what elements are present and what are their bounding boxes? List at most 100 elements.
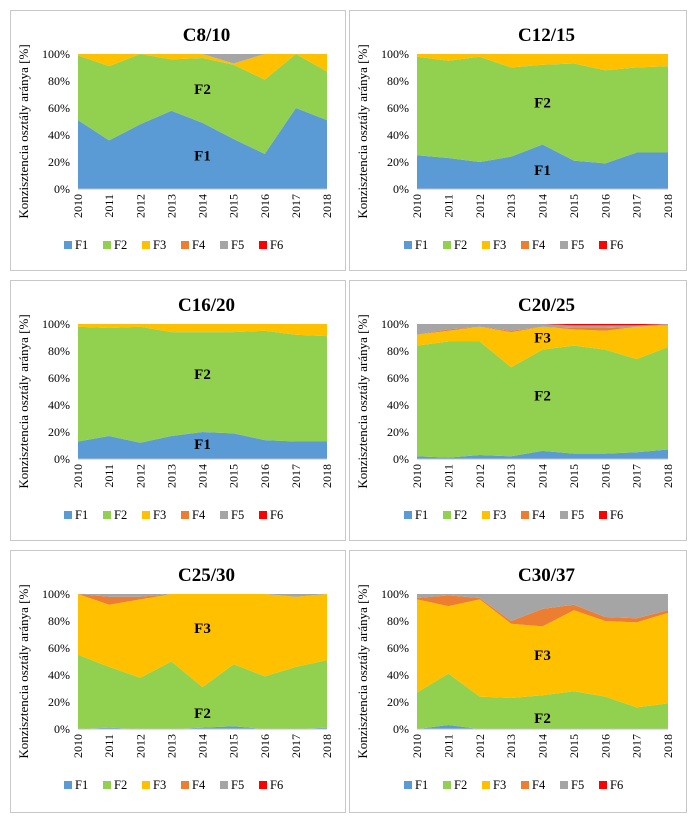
legend-swatch-f2 bbox=[103, 511, 111, 519]
x-tick-label: 2015 bbox=[567, 194, 581, 218]
legend-label: F1 bbox=[75, 238, 88, 252]
area-series-f2 bbox=[417, 56, 668, 164]
x-tick-label: 2010 bbox=[71, 464, 85, 488]
legend-swatch-f3 bbox=[482, 511, 490, 519]
legend-label: F5 bbox=[231, 508, 244, 522]
legend-label: F6 bbox=[610, 778, 623, 792]
legend-label: F1 bbox=[415, 508, 428, 522]
chart-title: C8/10 bbox=[183, 25, 231, 46]
legend-swatch-f6 bbox=[259, 241, 267, 249]
legend-swatch-f2 bbox=[103, 781, 111, 789]
legend-swatch-f4 bbox=[521, 511, 529, 519]
y-tick-label: 100% bbox=[381, 587, 409, 601]
y-axis-label: Konzisztencia osztály aránya [%] bbox=[16, 44, 31, 218]
series-annotation: F2 bbox=[534, 389, 551, 405]
area-series-f5 bbox=[417, 594, 668, 621]
legend-label: F4 bbox=[532, 238, 546, 252]
y-tick-label: 60% bbox=[387, 641, 409, 655]
legend-swatch-f4 bbox=[181, 241, 189, 249]
y-tick-label: 0% bbox=[393, 452, 409, 466]
legend: F1 F2 F3 F4 F5 F6 bbox=[404, 238, 623, 252]
y-axis-label: Konzisztencia osztály aránya [%] bbox=[355, 44, 370, 218]
y-tick-label: 80% bbox=[48, 344, 70, 358]
area-series-f2 bbox=[417, 673, 668, 729]
area-series-f1 bbox=[78, 726, 327, 729]
legend-swatch-f4 bbox=[181, 511, 189, 519]
legend-swatch-f1 bbox=[404, 511, 412, 519]
chart-title: C30/37 bbox=[518, 565, 576, 586]
legend-label: F4 bbox=[532, 778, 546, 792]
y-tick-label: 40% bbox=[48, 398, 70, 412]
y-tick-label: 20% bbox=[387, 155, 409, 169]
x-tick-label: 2012 bbox=[133, 734, 147, 758]
area-series-f3 bbox=[417, 599, 668, 708]
x-tick-label: 2010 bbox=[71, 734, 85, 758]
y-tick-label: 0% bbox=[54, 722, 70, 736]
x-tick-label: 2014 bbox=[196, 734, 210, 758]
legend-swatch-f1 bbox=[404, 781, 412, 789]
x-tick-label: 2016 bbox=[598, 734, 612, 758]
x-tick-label: 2013 bbox=[504, 464, 518, 488]
y-tick-label: 0% bbox=[54, 182, 70, 196]
y-axis-label: Konzisztencia osztály aránya [%] bbox=[355, 314, 370, 488]
x-tick-label: 2016 bbox=[598, 464, 612, 488]
series-annotation: F2 bbox=[194, 82, 211, 98]
legend-swatch-f6 bbox=[599, 241, 607, 249]
area-series-f2 bbox=[78, 654, 327, 729]
legend-label: F3 bbox=[493, 778, 506, 792]
x-tick-label: 2017 bbox=[289, 194, 303, 218]
series-annotation: F3 bbox=[194, 621, 211, 637]
legend-swatch-f1 bbox=[64, 241, 72, 249]
series-annotation: F1 bbox=[194, 437, 211, 453]
chart-panel-3: C16/20 Konzisztencia osztály aránya [%] 0%… bbox=[10, 280, 346, 541]
x-tick-label: 2011 bbox=[102, 464, 116, 488]
y-tick-label: 20% bbox=[387, 695, 409, 709]
legend-swatch-f5 bbox=[560, 241, 568, 249]
y-tick-label: 100% bbox=[381, 47, 409, 61]
legend-swatch-f2 bbox=[443, 781, 451, 789]
y-tick-label: 80% bbox=[48, 614, 70, 628]
legend: F1 F2 F3 F4 F5 F6 bbox=[404, 778, 623, 792]
legend-label: F3 bbox=[153, 238, 166, 252]
y-tick-label: 100% bbox=[42, 587, 70, 601]
series-annotation: F2 bbox=[194, 706, 211, 722]
legend-swatch-f5 bbox=[220, 781, 228, 789]
x-tick-label: 2015 bbox=[227, 734, 241, 758]
legend-label: F1 bbox=[75, 778, 88, 792]
legend-label: F5 bbox=[231, 778, 244, 792]
area-series-f3 bbox=[78, 594, 327, 688]
stacked-area-chart: C16/20 Konzisztencia osztály aránya [%] 0%… bbox=[16, 295, 334, 522]
legend-swatch-f3 bbox=[482, 781, 490, 789]
x-tick-label: 2018 bbox=[320, 194, 334, 218]
stacked-area-chart: C8/10 Konzisztencia osztály aránya [%] 0% 2… bbox=[16, 25, 334, 252]
legend-swatch-f2 bbox=[103, 241, 111, 249]
legend-label: F3 bbox=[493, 238, 506, 252]
legend-label: F5 bbox=[571, 238, 584, 252]
stacked-area-chart: C12/15 Konzisztencia osztály aránya [%] 0%… bbox=[355, 25, 675, 252]
legend-label: F3 bbox=[153, 778, 166, 792]
legend-label: F6 bbox=[270, 508, 283, 522]
x-tick-label: 2018 bbox=[661, 734, 675, 758]
legend-label: F2 bbox=[114, 238, 127, 252]
legend-label: F5 bbox=[571, 508, 584, 522]
x-tick-label: 2014 bbox=[536, 194, 550, 218]
series-annotation: F3 bbox=[534, 648, 551, 664]
x-tick-label: 2017 bbox=[289, 734, 303, 758]
legend: F1 F2 F3 F4 F5 F6 bbox=[404, 508, 623, 522]
x-tick-label: 2014 bbox=[196, 194, 210, 218]
legend-label: F6 bbox=[270, 238, 283, 252]
legend-swatch-f6 bbox=[259, 511, 267, 519]
legend-swatch-f1 bbox=[404, 241, 412, 249]
legend-swatch-f5 bbox=[220, 241, 228, 249]
legend-swatch-f1 bbox=[64, 511, 72, 519]
x-tick-label: 2013 bbox=[504, 194, 518, 218]
series-annotation: F1 bbox=[194, 148, 211, 164]
y-tick-label: 60% bbox=[48, 641, 70, 655]
stacked-area-chart: C25/30 Konzisztencia osztály aránya [%] 0%… bbox=[16, 565, 334, 792]
x-tick-label: 2017 bbox=[630, 734, 644, 758]
x-tick-label: 2012 bbox=[473, 464, 487, 488]
area-series-f6 bbox=[417, 324, 668, 326]
y-axis-label: Konzisztencia osztály aránya [%] bbox=[16, 584, 31, 758]
legend: F1 F2 F3 F4 F5 F6 bbox=[64, 508, 283, 522]
series-annotation: F2 bbox=[534, 96, 551, 112]
